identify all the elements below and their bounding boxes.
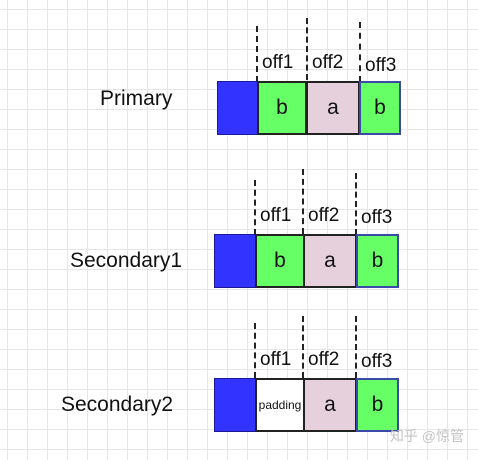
- header-block: [214, 378, 256, 432]
- watermark: 知乎 @惊管: [389, 428, 464, 444]
- cell-b: b: [257, 81, 307, 135]
- dashed-guide-off1: [254, 180, 256, 235]
- offset-label-off3: off3: [361, 207, 393, 228]
- offset-label-off1: off1: [262, 52, 294, 73]
- dashed-guide-off3: [355, 173, 357, 235]
- cell-b: b: [255, 234, 305, 288]
- dashed-guide-off2: [302, 169, 304, 234]
- dashed-guide-off3: [355, 316, 357, 378]
- dashed-guide-off1: [256, 26, 258, 82]
- offset-label-off1: off1: [260, 205, 292, 226]
- dashed-guide-off3: [359, 22, 361, 82]
- header-block: [217, 81, 258, 135]
- cell-padding: padding: [255, 378, 305, 432]
- row-label-secondary1: Secondary1: [70, 249, 183, 272]
- offset-label-off2: off2: [308, 349, 340, 370]
- cell-a: a: [303, 378, 357, 432]
- cell-b: b: [356, 234, 399, 288]
- header-block: [214, 234, 256, 288]
- cell-a: a: [303, 234, 357, 288]
- offset-label-off3: off3: [361, 351, 393, 372]
- row-label-secondary2: Secondary2: [61, 393, 174, 416]
- offset-label-off2: off2: [308, 205, 340, 226]
- row-label-primary: Primary: [100, 87, 173, 110]
- offset-label-off1: off1: [260, 349, 292, 370]
- offset-label-off3: off3: [365, 55, 397, 76]
- dashed-guide-off2: [306, 18, 308, 80]
- dashed-guide-off2: [302, 316, 304, 378]
- cell-a: a: [306, 81, 360, 135]
- cell-b: b: [356, 378, 399, 432]
- offset-label-off2: off2: [312, 52, 344, 73]
- cell-b: b: [359, 81, 401, 135]
- dashed-guide-off1: [254, 323, 256, 378]
